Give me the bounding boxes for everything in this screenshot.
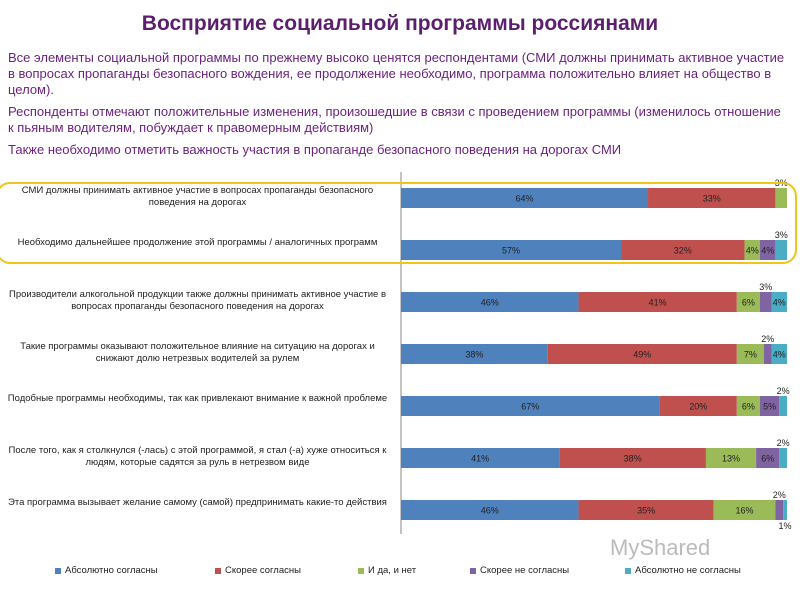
bar-segment — [783, 500, 787, 520]
legend-swatch — [215, 567, 221, 574]
bar-segment — [621, 240, 745, 260]
bar-segment — [759, 396, 780, 416]
data-label: 4% — [761, 246, 774, 256]
legend-item: Скорее не согласны — [470, 565, 569, 576]
bar-segment — [736, 396, 760, 416]
data-label: 16% — [736, 506, 754, 516]
category-label: Подобные программы необходимы, так как п… — [7, 393, 388, 404]
bar-segment — [578, 292, 737, 312]
data-label: 64% — [516, 194, 534, 204]
bar-segment — [775, 500, 784, 520]
bar-segment — [779, 448, 787, 468]
bar-segment — [401, 396, 660, 416]
data-label: 20% — [689, 402, 707, 412]
data-label: 33% — [703, 194, 721, 204]
data-label: 4% — [773, 350, 786, 360]
bar-segment — [705, 448, 757, 468]
bar-segment — [771, 292, 787, 312]
data-label: 49% — [633, 350, 651, 360]
category-label: После того, как я столкнулся (-лась) с э… — [8, 445, 387, 468]
bar-segment — [578, 500, 714, 520]
data-label: 4% — [773, 298, 786, 308]
data-label: 57% — [502, 246, 520, 256]
legend-item: Абсолютно не согласны — [625, 565, 741, 576]
data-label: 46% — [481, 298, 499, 308]
data-label: 2% — [777, 386, 790, 396]
data-label: 3% — [775, 230, 788, 240]
bar-segment — [771, 344, 787, 364]
data-label: 2% — [773, 490, 786, 500]
data-label: 6% — [761, 454, 774, 464]
watermark-logo: MyShared — [610, 535, 711, 560]
bar-segment — [401, 448, 560, 468]
data-label: 41% — [471, 454, 489, 464]
bar-segment — [759, 240, 776, 260]
data-label: 13% — [722, 454, 740, 464]
bar-segment — [659, 396, 737, 416]
paragraph-1: Все элементы социальной программы по пре… — [8, 50, 785, 97]
legend-label: И да, и нет — [368, 565, 417, 576]
legend-swatch — [358, 567, 364, 574]
bar-segment — [401, 292, 579, 312]
bar-segment — [736, 292, 760, 312]
legend-swatch — [625, 567, 631, 574]
data-label: 67% — [521, 402, 539, 412]
bar-segment — [713, 500, 776, 520]
data-label: 2% — [761, 334, 774, 344]
data-label: 6% — [742, 298, 755, 308]
bar-segment — [759, 292, 772, 312]
bar-segment — [401, 188, 649, 208]
data-label: 4% — [746, 246, 759, 256]
category-label: Производители алкогольной продукции такж… — [8, 289, 387, 312]
bar-segment — [401, 500, 579, 520]
data-label: 41% — [649, 298, 667, 308]
bar-segment — [779, 396, 787, 416]
bar-segment — [763, 344, 772, 364]
data-label: 2% — [777, 438, 790, 448]
data-label: 38% — [465, 350, 483, 360]
paragraph-3: Также необходимо отметить важность участ… — [8, 142, 622, 157]
data-label: 35% — [637, 506, 655, 516]
data-label: 5% — [763, 402, 776, 412]
data-label: 38% — [624, 454, 642, 464]
highlight-frame — [0, 182, 797, 264]
category-label: Необходимо дальнейшее продолжение этой п… — [17, 237, 378, 248]
data-label: 7% — [744, 350, 757, 360]
data-label: 46% — [481, 506, 499, 516]
bar-segment — [775, 240, 787, 260]
intro-text: Все элементы социальной программы по пре… — [8, 50, 788, 164]
bar-segment — [775, 188, 787, 208]
slide-title: Восприятие социальной программы россияна… — [141, 12, 659, 35]
data-label: 6% — [742, 402, 755, 412]
category-label: Эта программа вызывает желание самому (с… — [8, 497, 387, 508]
paragraph-2: Респонденты отмечают положительные измен… — [8, 104, 781, 135]
bar-segment — [559, 448, 706, 468]
bar-segment — [756, 448, 780, 468]
data-label: 3% — [759, 282, 772, 292]
legend-item: И да, и нет — [358, 565, 416, 576]
legend-swatch — [55, 567, 61, 574]
bar-segment — [648, 188, 776, 208]
bar-segment — [744, 240, 760, 260]
data-label: 1% — [779, 521, 792, 531]
legend-item: Скорее согласны — [215, 565, 301, 576]
bar-segment — [401, 344, 548, 364]
data-label: 32% — [674, 246, 692, 256]
category-label: Такие программы оказывают положительное … — [20, 341, 375, 364]
bar-segment — [401, 240, 622, 260]
legend-label: Скорее согласны — [225, 565, 301, 576]
legend-label: Скорее не согласны — [480, 565, 570, 576]
category-label: СМИ должны принимать активное участие в … — [21, 185, 374, 208]
legend-label: Абсолютно не согласны — [635, 565, 741, 576]
bar-segment — [736, 344, 764, 364]
legend-swatch — [470, 567, 476, 574]
legend-label: Абсолютно согласны — [65, 565, 158, 576]
legend-item: Абсолютно согласны — [55, 565, 158, 576]
bar-segment — [547, 344, 737, 364]
